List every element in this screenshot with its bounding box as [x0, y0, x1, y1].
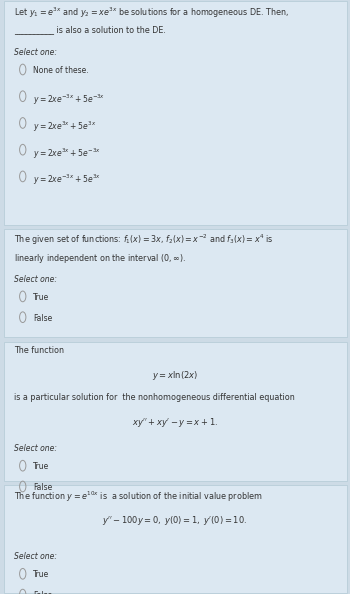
- Text: Select one:: Select one:: [14, 275, 57, 284]
- Text: $y = 2xe^{3x} + 5e^{3x}$: $y = 2xe^{3x} + 5e^{3x}$: [33, 119, 97, 134]
- Text: False: False: [33, 483, 52, 492]
- Text: $y = x \ln (2x)$: $y = x \ln (2x)$: [152, 369, 198, 383]
- Text: Select one:: Select one:: [14, 552, 57, 561]
- Text: Select one:: Select one:: [14, 444, 57, 453]
- Text: $y = 2xe^{-3x} + 5e^{3x}$: $y = 2xe^{-3x} + 5e^{3x}$: [33, 173, 101, 187]
- Text: $y = 2xe^{-3x} + 5e^{-3x}$: $y = 2xe^{-3x} + 5e^{-3x}$: [33, 93, 105, 107]
- Text: False: False: [33, 314, 52, 323]
- Text: $y = 2xe^{3x} + 5e^{-3x}$: $y = 2xe^{3x} + 5e^{-3x}$: [33, 146, 101, 160]
- Text: The function $y = e^{10x}$ is  a solution of the initial value problem: The function $y = e^{10x}$ is a solution…: [14, 490, 262, 504]
- FancyBboxPatch shape: [4, 229, 346, 337]
- FancyBboxPatch shape: [4, 485, 346, 593]
- Text: True: True: [33, 570, 49, 579]
- Text: $y'' - 100y = 0, \; y(0) = 1, \; y'(0) = 10.$: $y'' - 100y = 0, \; y(0) = 1, \; y'(0) =…: [103, 514, 247, 527]
- Text: False: False: [33, 591, 52, 594]
- Text: Let $y_1 = e^{3x}$ and $y_2 = xe^{3x}$ be solutions for a homogeneous DE. Then,: Let $y_1 = e^{3x}$ and $y_2 = xe^{3x}$ b…: [14, 6, 289, 20]
- FancyBboxPatch shape: [4, 1, 346, 225]
- Text: None of these.: None of these.: [33, 66, 89, 75]
- Text: Select one:: Select one:: [14, 48, 57, 57]
- Text: $xy'' + xy' - y = x + 1.$: $xy'' + xy' - y = x + 1.$: [132, 416, 218, 429]
- Text: True: True: [33, 462, 49, 471]
- Text: __________ is also a solution to the DE.: __________ is also a solution to the DE.: [14, 26, 166, 34]
- Text: True: True: [33, 293, 49, 302]
- Text: is a particular solution for  the nonhomogeneous differential equation: is a particular solution for the nonhomo…: [14, 393, 295, 402]
- Text: The given set of functions: $f_1(x) = 3x$, $f_2(x) = x^{-2}$ and $f_3(x) = x^4$ : The given set of functions: $f_1(x) = 3x…: [14, 233, 274, 247]
- Text: linearly independent on the interval $(0, \infty)$.: linearly independent on the interval $(0…: [14, 252, 186, 266]
- FancyBboxPatch shape: [4, 342, 346, 481]
- Text: The function: The function: [14, 346, 64, 355]
